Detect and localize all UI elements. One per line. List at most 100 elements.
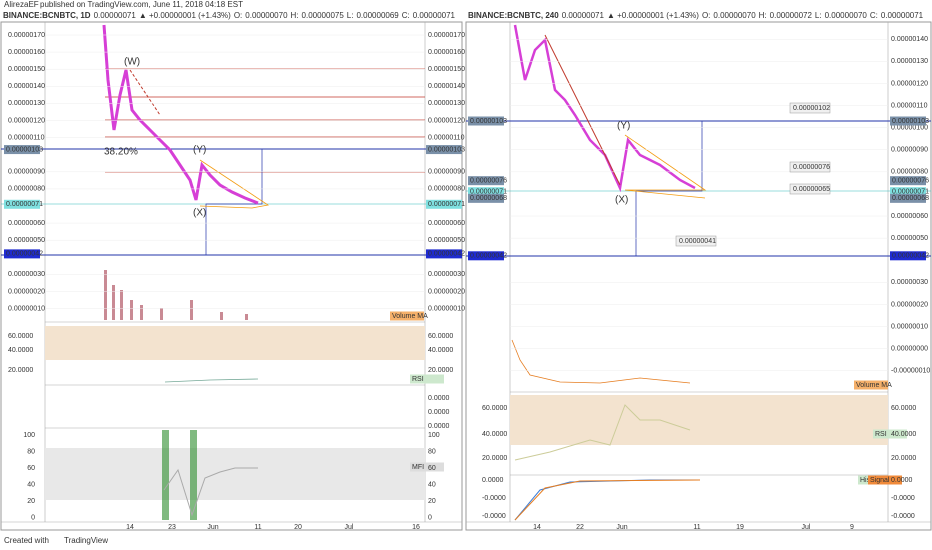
time-tick: Jun: [207, 524, 218, 531]
footer-created: Created with: [4, 536, 49, 545]
left-panel: [0, 21, 463, 531]
rsi-band: [45, 326, 425, 360]
time-tick: 14: [126, 524, 134, 531]
price-tick: 0.00000170: [428, 32, 465, 39]
mfi-tick: 20: [27, 498, 35, 505]
price-trace: [513, 24, 696, 193]
wave-label: (Y): [193, 145, 206, 156]
price-box: [789, 102, 831, 114]
mfi-tick: 20: [428, 498, 436, 505]
price-tag: [468, 116, 504, 126]
price-tick: 0.00000020: [891, 301, 928, 308]
time-tick: 11: [254, 524, 261, 531]
pane-badge: [854, 380, 888, 390]
macd-tick: -0.0000: [482, 495, 506, 502]
rsi-tick: 60.0000: [891, 405, 916, 412]
mfi-line: [163, 467, 258, 517]
quote-c-label: C:: [402, 11, 410, 20]
price-tick: 0.00000150: [428, 66, 465, 73]
quote-last: 0.00000071: [94, 11, 137, 20]
price-tag-label: 0.00000042: [6, 251, 43, 258]
projection: [205, 149, 263, 255]
mfi-tick: 60: [428, 465, 436, 472]
quote-change: ▲ +0.00000001 (+1.43%): [607, 11, 699, 20]
rsi-tick: 20.0000: [891, 455, 916, 462]
pane-badge: [868, 475, 902, 485]
time-tick: 16: [412, 524, 420, 531]
price-tag: [890, 176, 926, 186]
price-tag-label: 0.00000103: [470, 118, 507, 125]
macd-tick: -0.0000: [482, 513, 506, 520]
macd-tick: 0.0000: [482, 477, 504, 484]
rsi-tick: 60.0000: [8, 333, 33, 340]
rsi-tick: 20.0000: [8, 367, 33, 374]
quote-l: 0.00000069: [356, 11, 399, 20]
quote-c: 0.00000071: [413, 11, 456, 20]
price-tag: [468, 193, 504, 203]
price-tag: [890, 116, 926, 126]
price-tick: 0.00000060: [428, 220, 465, 227]
price-tag: [4, 249, 40, 259]
price-tag: [426, 145, 462, 155]
price-tag-label: 0.00000068: [470, 195, 507, 202]
price-tag: [468, 176, 504, 186]
price-tick: 0.00000010: [8, 305, 45, 312]
price-tick: 0.00000090: [8, 169, 45, 176]
quote-h-label: H:: [291, 11, 299, 20]
price-tick: 0.00000130: [8, 100, 45, 107]
price-tick: 0.00000120: [428, 117, 465, 124]
price-tag-label: 0.00000042: [428, 251, 465, 258]
time-tick: Jul: [345, 524, 354, 531]
price-trace: [102, 24, 259, 205]
price-box-label: 0.00000102: [793, 105, 830, 112]
price-tag: [4, 199, 40, 209]
time-tick: 22: [576, 524, 584, 531]
price-tick: 0.00000080: [8, 186, 45, 193]
projection: [635, 121, 703, 256]
pane-badge-label: Volume MA: [856, 382, 892, 389]
price-tick: 0.00000130: [428, 100, 465, 107]
price-tick: 0.00000080: [891, 169, 928, 176]
price-box-label: 0.00000041: [679, 238, 716, 245]
mfi-highlight: [162, 430, 169, 520]
price-tick: 0.00000170: [8, 32, 45, 39]
quote-l-label: L:: [815, 11, 822, 20]
quote-o: 0.00000070: [245, 11, 288, 20]
price-tag: [890, 193, 926, 203]
rsi-tick: 40.0000: [482, 431, 507, 438]
quote-h: 0.00000072: [770, 11, 813, 20]
volume-bars: [104, 270, 248, 320]
volume-ma: [511, 339, 691, 384]
price-tick: 0.00000120: [8, 117, 45, 124]
quote-last: 0.00000071: [562, 11, 605, 20]
price-box: [789, 161, 831, 173]
mfi-tick: 100: [23, 432, 35, 439]
price-tick: 0.00000120: [891, 80, 928, 87]
price-tick: 0.00000130: [891, 58, 928, 65]
price-box-label: 0.00000076: [793, 164, 830, 171]
price-tag-label: 0.00000103: [6, 146, 43, 153]
quote-c-label: C:: [870, 11, 878, 20]
price-tick: 0.00000030: [8, 271, 45, 278]
price-tick: 0.00000160: [428, 49, 465, 56]
right-panel: [465, 21, 932, 531]
price-tag-label: 0.00000042: [892, 253, 929, 260]
price-tag-label: 0.00000071: [428, 201, 465, 208]
trend-line: [544, 34, 621, 186]
mfi-highlight: [190, 430, 197, 520]
mfi-tick: 100: [428, 432, 440, 439]
osc-tick: 0.0000: [428, 423, 450, 430]
price-tick: 0.00000030: [891, 279, 928, 286]
osc-tick: 0.0000: [428, 409, 450, 416]
mfi-tick: 60: [27, 465, 35, 472]
price-tick: 0.00000150: [8, 66, 45, 73]
mfi-tick: 0: [31, 514, 35, 521]
pane-badge: [873, 429, 907, 439]
price-tick: 0.00000030: [428, 271, 465, 278]
price-tick: 0.00000020: [428, 288, 465, 295]
price-tag: [426, 199, 462, 209]
price-tag-label: 0.00000042: [470, 253, 507, 260]
quote-l-label: L:: [347, 11, 354, 20]
macd-tick: 0.0000: [891, 477, 913, 484]
